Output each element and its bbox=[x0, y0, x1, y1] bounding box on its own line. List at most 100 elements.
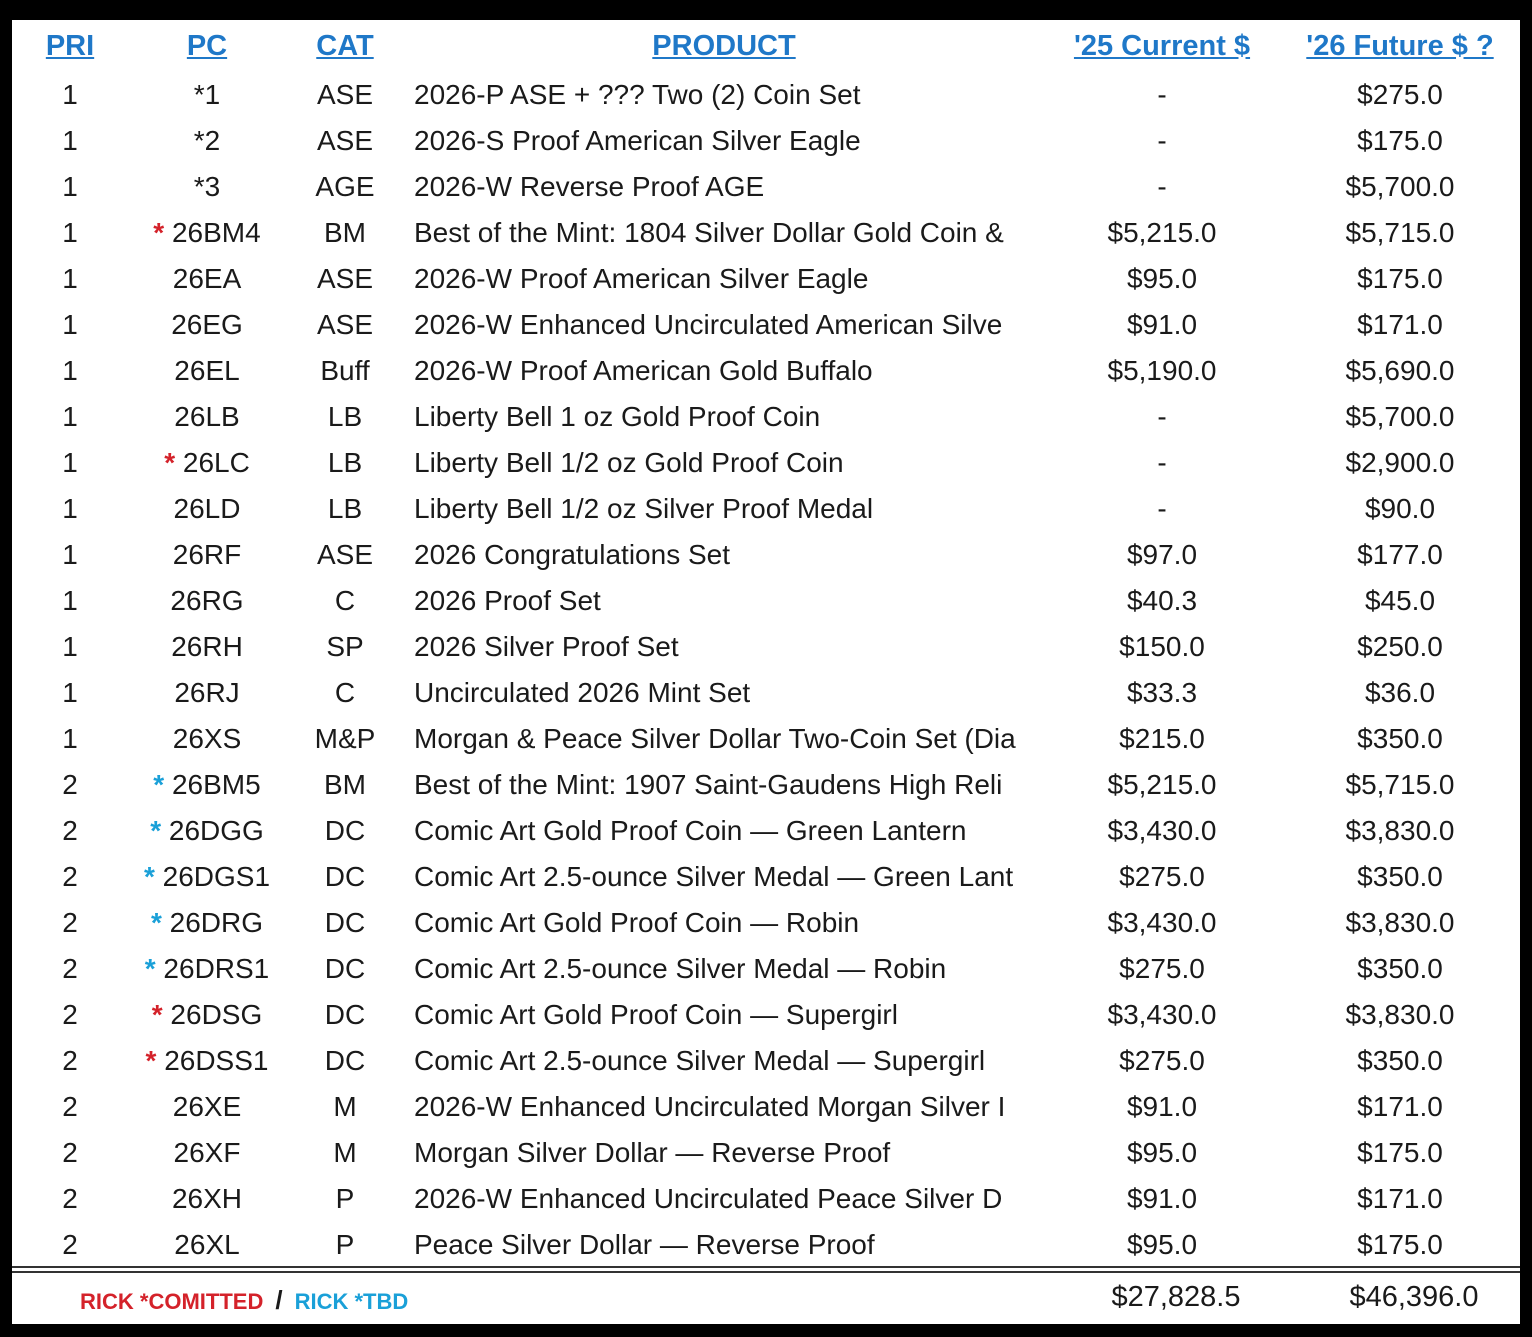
cell-cat[interactable]: ASE bbox=[316, 263, 374, 294]
cell-future[interactable]: $175.0 bbox=[1357, 263, 1443, 294]
cell-product[interactable]: Uncirculated 2026 Mint Set bbox=[414, 677, 751, 708]
cell-pc[interactable]: 26EG bbox=[128, 302, 286, 348]
cell-pri[interactable]: 2 bbox=[62, 1137, 78, 1168]
cell-pc[interactable]: * 26DSG bbox=[128, 992, 286, 1038]
cell-pc[interactable]: *3 bbox=[128, 164, 286, 210]
cell-pri[interactable]: 1 bbox=[62, 631, 78, 662]
cell-cat[interactable]: M bbox=[333, 1137, 357, 1168]
cell-current[interactable]: $215.0 bbox=[1119, 723, 1205, 754]
cell-future[interactable]: $171.0 bbox=[1357, 1183, 1443, 1214]
cell-pc[interactable]: * 26DRG bbox=[128, 900, 286, 946]
cell-pri[interactable]: 1 bbox=[62, 677, 78, 708]
cell-pri[interactable]: 2 bbox=[62, 1229, 78, 1260]
cell-pc[interactable]: 26XE bbox=[128, 1084, 286, 1130]
cell-pc[interactable]: *1 bbox=[128, 72, 286, 118]
cell-pc[interactable]: 26XH bbox=[128, 1176, 286, 1222]
cell-pc[interactable]: 26EA bbox=[128, 256, 286, 302]
cell-future[interactable]: $171.0 bbox=[1357, 1091, 1443, 1122]
cell-pri[interactable]: 1 bbox=[62, 401, 78, 432]
cell-future[interactable]: $5,700.0 bbox=[1345, 401, 1455, 432]
cell-current[interactable]: $95.0 bbox=[1126, 1229, 1198, 1260]
cell-product[interactable]: Comic Art Gold Proof Coin — Green Lanter… bbox=[414, 815, 967, 846]
cell-product[interactable]: Comic Art 2.5-ounce Silver Medal — Green… bbox=[414, 861, 1014, 892]
header-cat[interactable]: CAT bbox=[316, 29, 374, 62]
cell-pri[interactable]: 1 bbox=[62, 217, 78, 248]
cell-future[interactable]: $275.0 bbox=[1357, 79, 1443, 110]
cell-cat[interactable]: M bbox=[333, 1091, 357, 1122]
cell-current[interactable]: - bbox=[1157, 171, 1167, 202]
cell-pc[interactable]: 26XS bbox=[128, 716, 286, 762]
cell-product[interactable]: Best of the Mint: 1804 Silver Dollar Gol… bbox=[414, 217, 1004, 248]
cell-pri[interactable]: 1 bbox=[62, 79, 78, 110]
cell-cat[interactable]: C bbox=[334, 585, 356, 616]
cell-future[interactable]: $3,830.0 bbox=[1345, 815, 1455, 846]
cell-future[interactable]: $171.0 bbox=[1357, 309, 1443, 340]
cell-pc[interactable]: 26RF bbox=[128, 532, 286, 578]
cell-pri[interactable]: 1 bbox=[62, 447, 78, 478]
cell-cat[interactable]: ASE bbox=[316, 79, 374, 110]
cell-product[interactable]: 2026-W Enhanced Uncirculated American Si… bbox=[414, 309, 1003, 340]
cell-pri[interactable]: 2 bbox=[62, 769, 78, 800]
cell-pri[interactable]: 1 bbox=[62, 171, 78, 202]
cell-cat[interactable]: Buff bbox=[320, 355, 370, 386]
cell-future[interactable]: $175.0 bbox=[1357, 1229, 1443, 1260]
cell-pc[interactable]: * 26LC bbox=[128, 440, 286, 486]
cell-future[interactable]: $2,900.0 bbox=[1345, 447, 1455, 478]
cell-product[interactable]: 2026-P ASE + ??? Two (2) Coin Set bbox=[414, 79, 861, 110]
cell-future[interactable]: $45.0 bbox=[1364, 585, 1436, 616]
cell-cat[interactable]: M&P bbox=[314, 723, 376, 754]
cell-product[interactable]: Comic Art 2.5-ounce Silver Medal — Super… bbox=[414, 1045, 986, 1076]
cell-current[interactable]: $91.0 bbox=[1126, 1091, 1198, 1122]
cell-cat[interactable]: ASE bbox=[316, 539, 374, 570]
cell-pri[interactable]: 2 bbox=[62, 907, 78, 938]
cell-current[interactable]: $40.3 bbox=[1126, 585, 1198, 616]
header-product[interactable]: PRODUCT bbox=[652, 29, 796, 62]
cell-future[interactable]: $5,715.0 bbox=[1345, 217, 1455, 248]
cell-pc[interactable]: * 26DRS1 bbox=[128, 946, 286, 992]
cell-product[interactable]: Best of the Mint: 1907 Saint-Gaudens Hig… bbox=[414, 769, 1003, 800]
cell-pri[interactable]: 1 bbox=[62, 585, 78, 616]
cell-current[interactable]: - bbox=[1157, 79, 1167, 110]
cell-pri[interactable]: 2 bbox=[62, 1183, 78, 1214]
cell-product[interactable]: 2026-W Proof American Gold Buffalo bbox=[414, 355, 873, 386]
cell-current[interactable]: $5,215.0 bbox=[1107, 217, 1217, 248]
cell-current[interactable]: $275.0 bbox=[1119, 1045, 1205, 1076]
cell-future[interactable]: $175.0 bbox=[1357, 125, 1443, 156]
cell-cat[interactable]: DC bbox=[324, 1045, 366, 1076]
cell-product[interactable]: Liberty Bell 1 oz Gold Proof Coin bbox=[414, 401, 821, 432]
header-pc[interactable]: PC bbox=[186, 29, 228, 62]
cell-current[interactable]: - bbox=[1157, 447, 1167, 478]
cell-pc[interactable]: 26LD bbox=[128, 486, 286, 532]
cell-current[interactable]: $97.0 bbox=[1126, 539, 1198, 570]
cell-pri[interactable]: 1 bbox=[62, 539, 78, 570]
cell-product[interactable]: 2026 Congratulations Set bbox=[414, 539, 730, 570]
cell-future[interactable]: $90.0 bbox=[1364, 493, 1436, 524]
cell-product[interactable]: Liberty Bell 1/2 oz Gold Proof Coin bbox=[414, 447, 844, 478]
cell-pri[interactable]: 1 bbox=[62, 723, 78, 754]
cell-future[interactable]: $350.0 bbox=[1357, 953, 1443, 984]
cell-future[interactable]: $350.0 bbox=[1357, 861, 1443, 892]
cell-pc[interactable]: * 26BM4 bbox=[128, 210, 286, 256]
cell-pc[interactable]: * 26BM5 bbox=[128, 762, 286, 808]
cell-current[interactable]: $150.0 bbox=[1119, 631, 1205, 662]
cell-future[interactable]: $177.0 bbox=[1357, 539, 1443, 570]
cell-future[interactable]: $36.0 bbox=[1364, 677, 1436, 708]
cell-pc[interactable]: 26XF bbox=[128, 1130, 286, 1176]
cell-future[interactable]: $3,830.0 bbox=[1345, 999, 1455, 1030]
cell-future[interactable]: $250.0 bbox=[1357, 631, 1443, 662]
cell-cat[interactable]: C bbox=[334, 677, 356, 708]
cell-product[interactable]: Peace Silver Dollar — Reverse Proof bbox=[414, 1229, 875, 1260]
cell-product[interactable]: Morgan Silver Dollar — Reverse Proof bbox=[414, 1137, 891, 1168]
cell-pri[interactable]: 1 bbox=[62, 263, 78, 294]
cell-cat[interactable]: LB bbox=[327, 493, 363, 524]
cell-future[interactable]: $3,830.0 bbox=[1345, 907, 1455, 938]
cell-pc[interactable]: * 26DGS1 bbox=[128, 854, 286, 900]
cell-future[interactable]: $350.0 bbox=[1357, 723, 1443, 754]
cell-product[interactable]: Liberty Bell 1/2 oz Silver Proof Medal bbox=[414, 493, 874, 524]
cell-pc[interactable]: * 26DGG bbox=[128, 808, 286, 854]
cell-current[interactable]: $5,190.0 bbox=[1107, 355, 1217, 386]
cell-future[interactable]: $5,690.0 bbox=[1345, 355, 1455, 386]
cell-cat[interactable]: AGE bbox=[315, 171, 375, 202]
cell-pc[interactable]: 26RH bbox=[128, 624, 286, 670]
cell-cat[interactable]: LB bbox=[327, 401, 363, 432]
